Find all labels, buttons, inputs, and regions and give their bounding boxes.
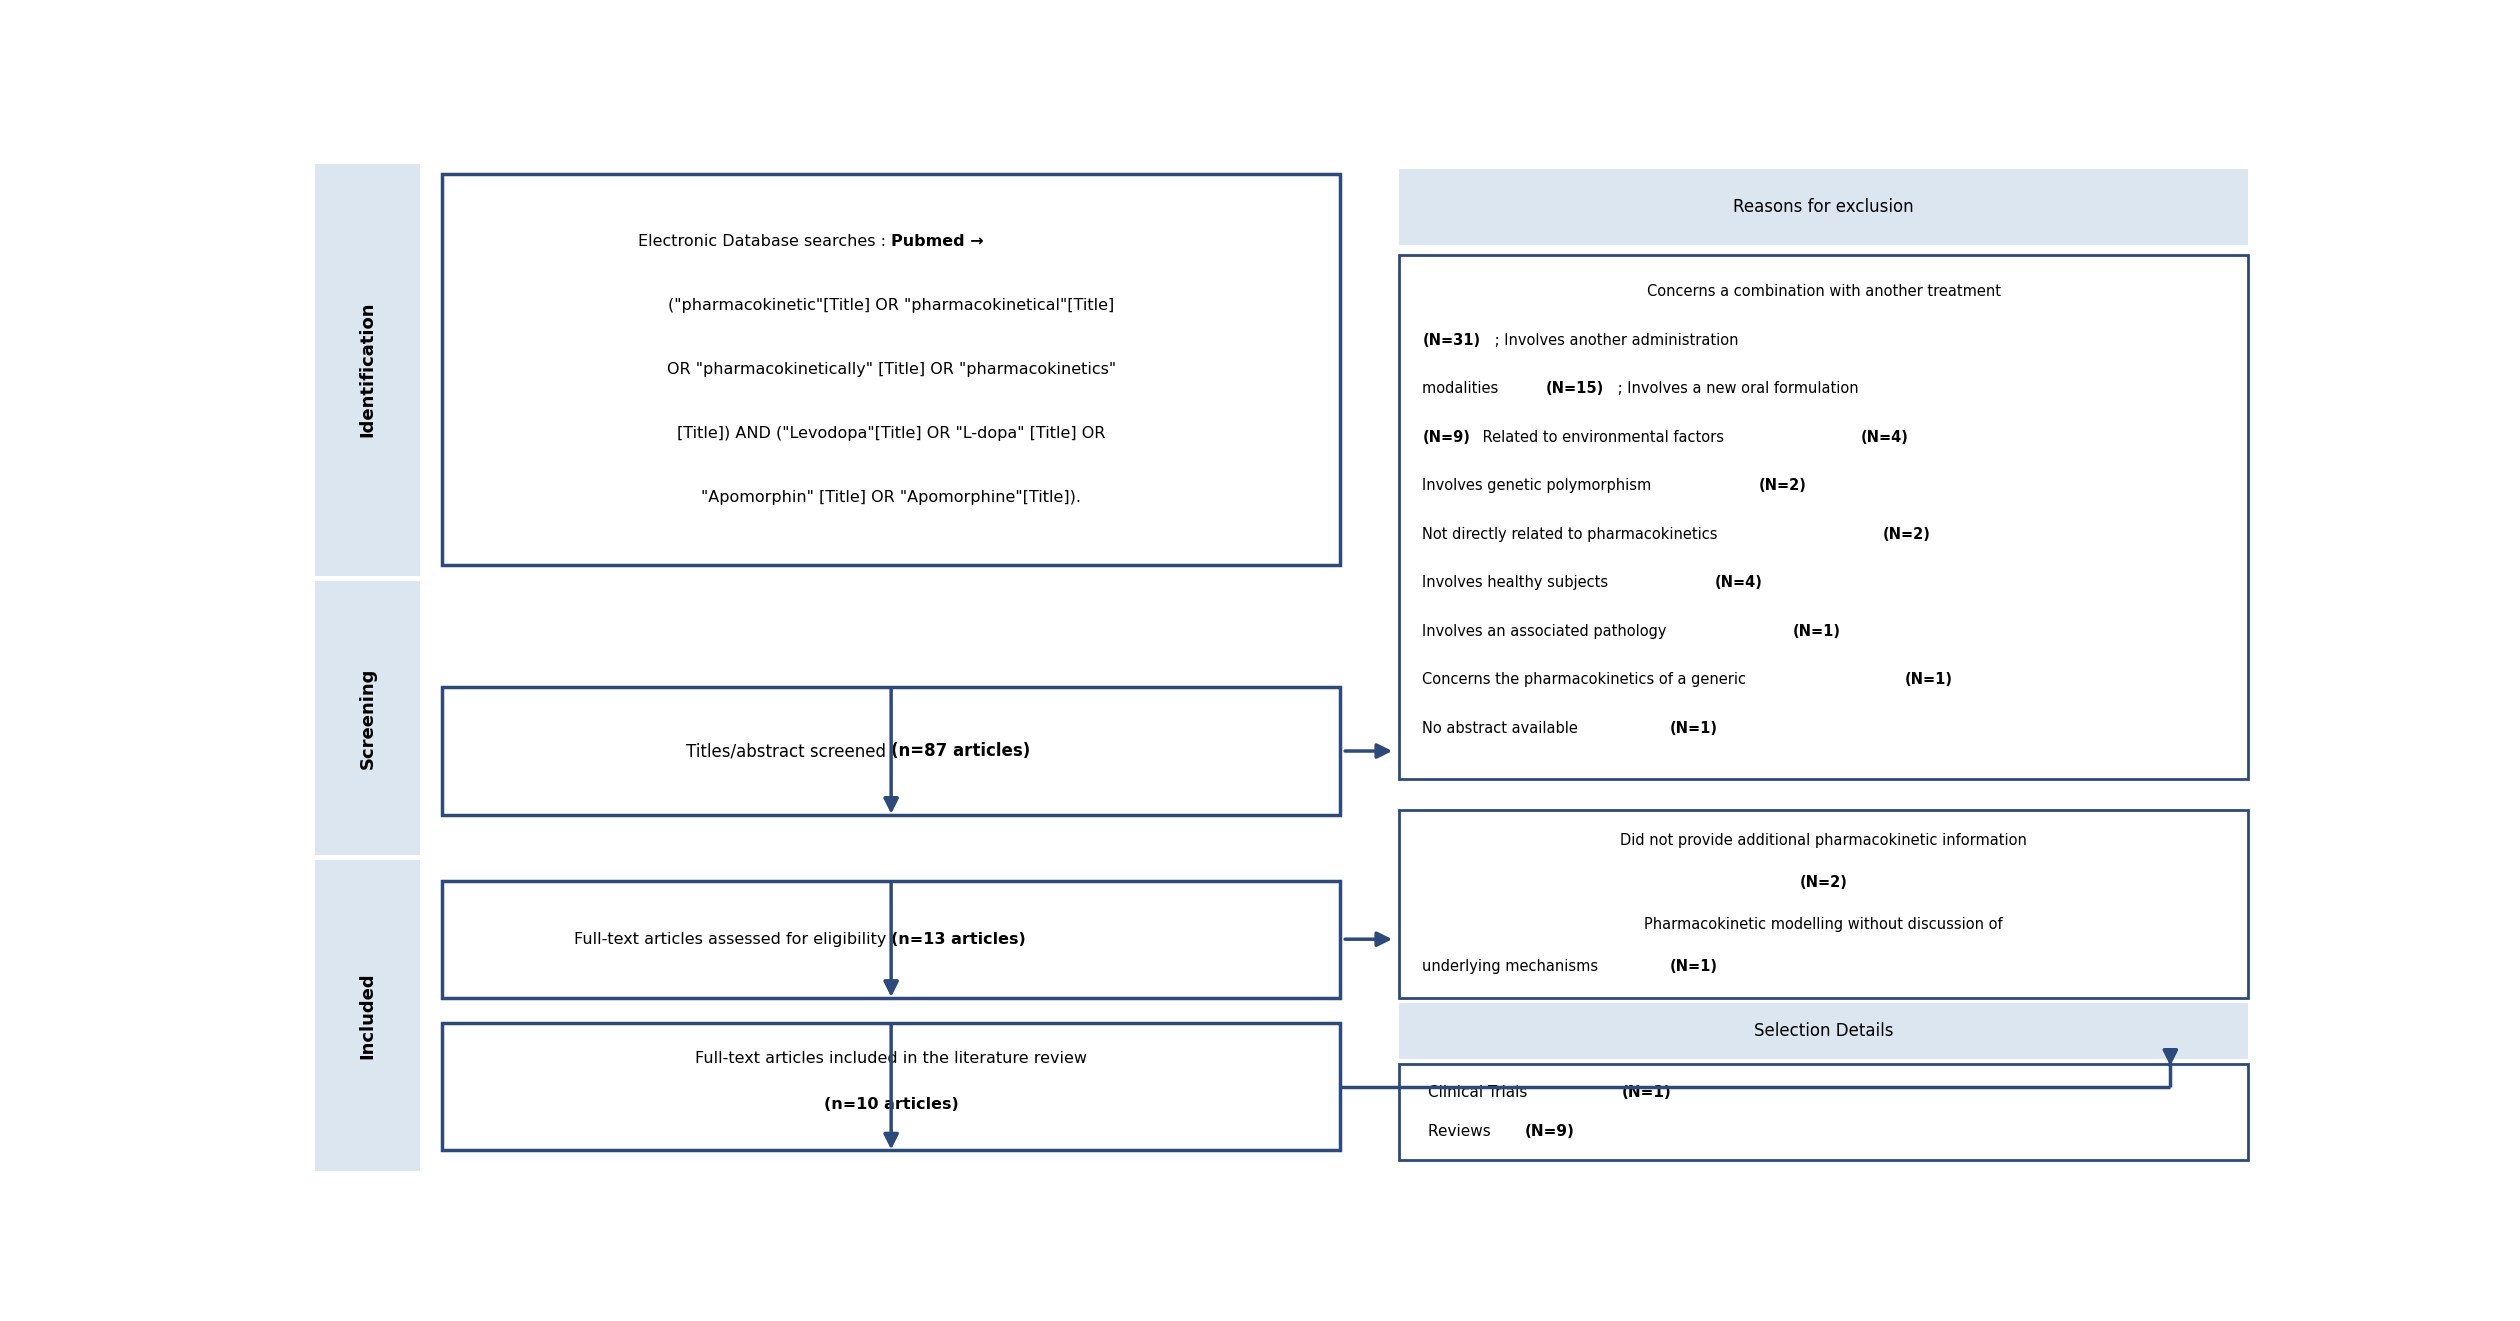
Text: Related to environmental factors: Related to environmental factors [1479, 429, 1729, 445]
Text: No abstract available: No abstract available [1421, 720, 1583, 736]
Text: (n=87 articles): (n=87 articles) [892, 742, 1031, 760]
Text: (N=1): (N=1) [1668, 959, 1719, 974]
Text: (N=2): (N=2) [1799, 876, 1847, 890]
Bar [1399, 255, 2248, 779]
Text: (N=15): (N=15) [1545, 380, 1605, 396]
Text: Full-text articles assessed for eligibility: Full-text articles assessed for eligibil… [575, 931, 892, 947]
Text: (N=1): (N=1) [1905, 672, 1953, 687]
Text: ; Involves a new oral formulation: ; Involves a new oral formulation [1613, 380, 1860, 396]
Text: Electronic Database searches :: Electronic Database searches : [638, 234, 892, 248]
Text: (N=1): (N=1) [1623, 1086, 1671, 1100]
Text: Clinical Trials: Clinical Trials [1429, 1086, 1532, 1100]
Bar [1399, 1063, 2248, 1160]
Text: Involves healthy subjects: Involves healthy subjects [1421, 575, 1613, 590]
Text: OR "pharmacokinetically" [Title] OR "pharmacokinetics": OR "pharmacokinetically" [Title] OR "pha… [668, 362, 1116, 376]
Text: "Apomorphin" [Title] OR "Apomorphine"[Title]).: "Apomorphin" [Title] OR "Apomorphine"[Ti… [701, 490, 1081, 505]
Bar [1399, 810, 2248, 997]
Bar [441, 881, 1341, 997]
Text: (N=4): (N=4) [1714, 575, 1761, 590]
Text: (N=9): (N=9) [1525, 1124, 1575, 1139]
Text: (n=13 articles): (n=13 articles) [892, 931, 1026, 947]
Text: Screening: Screening [358, 667, 375, 769]
Text: Not directly related to pharmacokinetics: Not directly related to pharmacokinetics [1421, 527, 1724, 542]
Text: (N=2): (N=2) [1759, 478, 1807, 493]
Text: Pubmed →: Pubmed → [892, 234, 983, 248]
Text: (N=31): (N=31) [1421, 333, 1479, 347]
Text: Concerns the pharmacokinetics of a generic: Concerns the pharmacokinetics of a gener… [1421, 672, 1751, 687]
Text: underlying mechanisms: underlying mechanisms [1421, 959, 1603, 974]
Bar [315, 860, 421, 1170]
Bar [1399, 1003, 2248, 1058]
Text: (N=1): (N=1) [1668, 720, 1719, 736]
Text: Pharmacokinetic modelling without discussion of: Pharmacokinetic modelling without discus… [1646, 917, 2003, 933]
Bar [315, 164, 421, 576]
Text: Titles/abstract screened: Titles/abstract screened [685, 742, 892, 760]
Bar [315, 581, 421, 855]
Text: (N=2): (N=2) [1882, 527, 1930, 542]
Text: Involves an associated pathology: Involves an associated pathology [1421, 624, 1671, 638]
Text: (n=10 articles): (n=10 articles) [824, 1098, 958, 1112]
Text: ("pharmacokinetic"[Title] OR "pharmacokinetical"[Title]: ("pharmacokinetic"[Title] OR "pharmacoki… [668, 299, 1114, 313]
Text: Involves genetic polymorphism: Involves genetic polymorphism [1421, 478, 1656, 493]
Text: ; Involves another administration: ; Involves another administration [1489, 333, 1739, 347]
Text: Included: Included [358, 972, 375, 1059]
Text: modalities: modalities [1421, 380, 1504, 396]
Text: Selection Details: Selection Details [1754, 1021, 1893, 1040]
Text: Reviews: Reviews [1429, 1124, 1497, 1139]
Text: [Title]) AND ("Levodopa"[Title] OR "L-dopa" [Title] OR: [Title]) AND ("Levodopa"[Title] OR "L-do… [678, 427, 1106, 441]
Text: (N=1): (N=1) [1792, 624, 1842, 638]
Text: Concerns a combination with another treatment: Concerns a combination with another trea… [1646, 284, 2001, 299]
Text: Identification: Identification [358, 301, 375, 437]
Text: (N=4): (N=4) [1860, 429, 1908, 445]
Bar [441, 174, 1341, 565]
Text: Full-text articles included in the literature review: Full-text articles included in the liter… [696, 1050, 1086, 1066]
Text: Reasons for exclusion: Reasons for exclusion [1734, 198, 1915, 215]
Bar [441, 1022, 1341, 1151]
Text: (N=9): (N=9) [1421, 429, 1469, 445]
Bar [441, 687, 1341, 815]
Bar [1399, 169, 2248, 244]
Text: Did not provide additional pharmacokinetic information: Did not provide additional pharmacokinet… [1620, 834, 2026, 848]
